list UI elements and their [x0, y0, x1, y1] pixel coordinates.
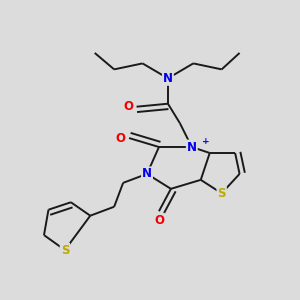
Text: S: S	[218, 187, 226, 200]
Text: O: O	[154, 214, 164, 227]
Text: O: O	[123, 100, 133, 113]
Text: S: S	[61, 244, 69, 256]
Text: N: N	[142, 167, 152, 180]
Text: N: N	[163, 72, 173, 85]
Text: O: O	[116, 132, 126, 145]
Text: N: N	[187, 140, 197, 154]
Text: +: +	[202, 136, 210, 146]
